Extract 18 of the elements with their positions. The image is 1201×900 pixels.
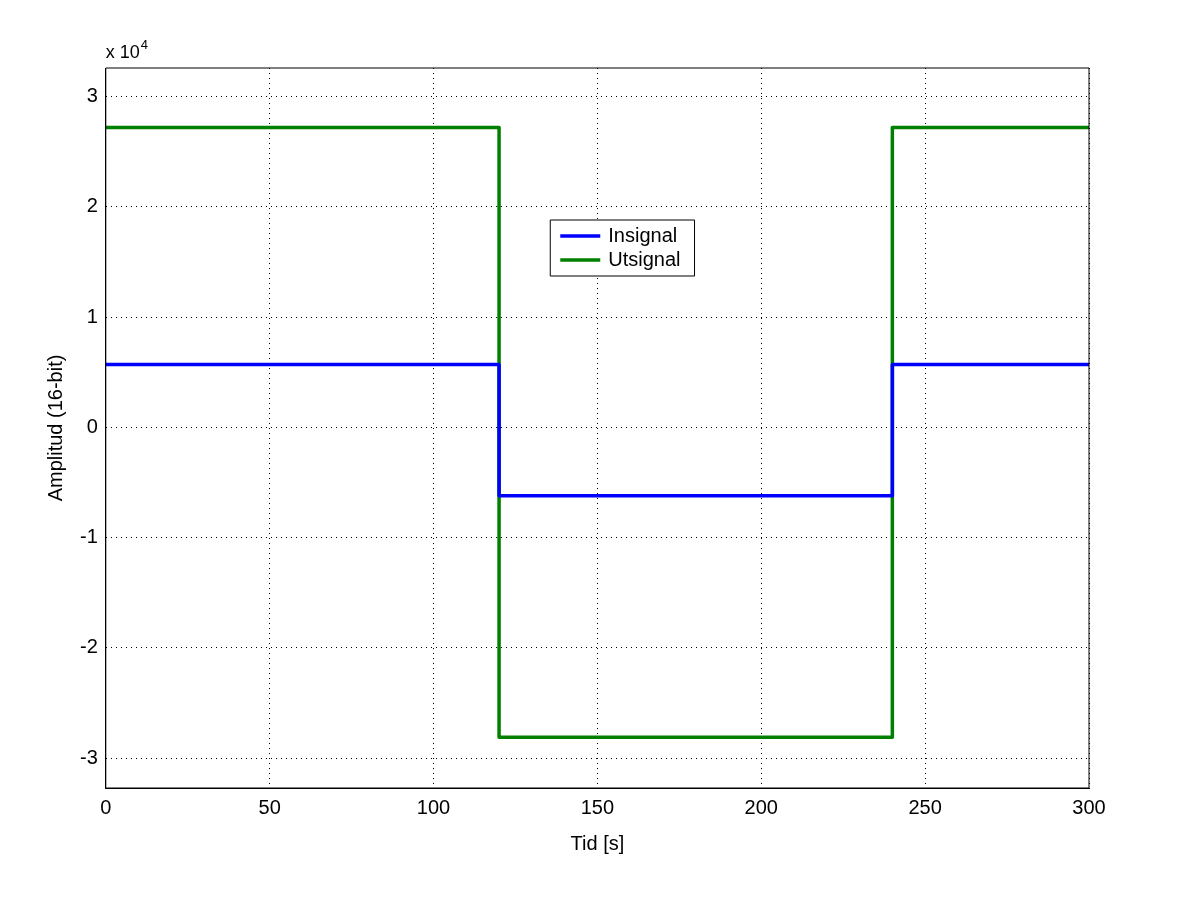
x-axis-title: Tid [s]	[570, 831, 625, 854]
x-tick-label: 300	[1072, 795, 1106, 818]
y-tick-label: 1	[86, 304, 98, 327]
y-tick-label: -1	[79, 525, 98, 548]
x-tick-label: 50	[258, 795, 281, 818]
y-tick-label: -3	[79, 745, 98, 768]
legend-label: Utsignal	[608, 247, 681, 270]
y-tick-label: 3	[86, 84, 98, 107]
y-tick-label: 2	[86, 194, 98, 217]
y-tick-label: 0	[86, 414, 98, 437]
x-tick-label: 150	[580, 795, 615, 818]
y-tick-label: -2	[79, 635, 98, 658]
x-tick-label: 100	[416, 795, 451, 818]
x-tick-label: 200	[744, 795, 778, 818]
x-tick-label: 0	[100, 795, 112, 818]
y-axis-title: Amplitud (16-bit)	[43, 354, 66, 502]
legend-label: Insignal	[608, 223, 678, 246]
x-tick-label: 250	[908, 795, 942, 818]
